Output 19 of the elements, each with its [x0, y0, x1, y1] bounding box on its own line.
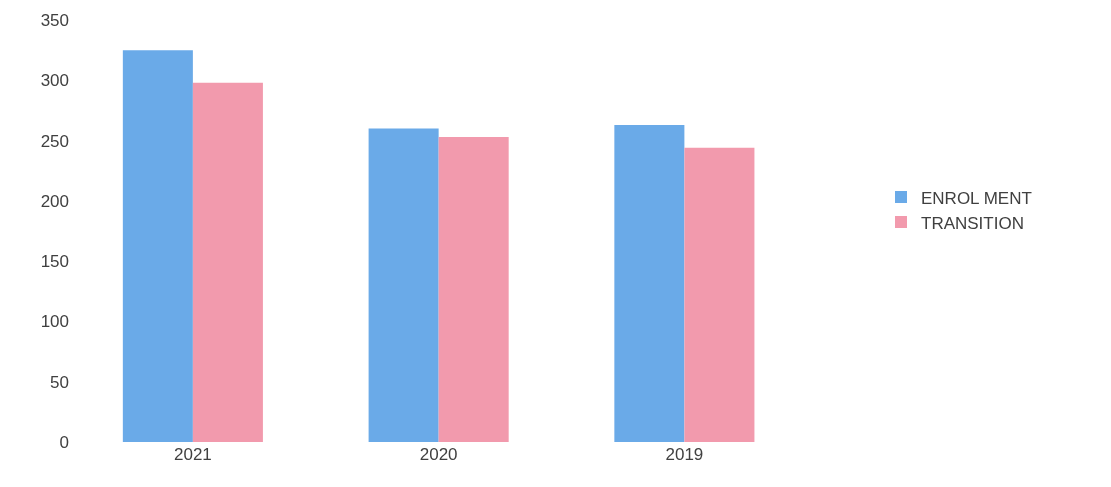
- y-tick-label: 100: [40, 312, 69, 332]
- bar: [192, 82, 263, 442]
- y-tick-label: 300: [40, 71, 69, 91]
- bar: [122, 50, 193, 442]
- x-tick-label: 2019: [665, 445, 704, 464]
- y-tick-label: 0: [59, 432, 69, 452]
- bar: [368, 128, 439, 442]
- y-tick-label: 350: [40, 10, 69, 30]
- y-tick-label: 250: [40, 131, 69, 151]
- legend-label: TRANSITION: [921, 213, 1024, 233]
- y-tick-label: 50: [50, 372, 69, 392]
- y-tick-label: 200: [40, 191, 69, 211]
- x-tick-label: 2020: [419, 445, 458, 464]
- bar: [614, 124, 685, 442]
- bar: [438, 136, 509, 442]
- x-tick-label: 2021: [173, 445, 212, 464]
- y-tick-label: 150: [40, 252, 69, 272]
- bar: [684, 147, 755, 442]
- legend-label: ENROL MENT: [921, 188, 1032, 208]
